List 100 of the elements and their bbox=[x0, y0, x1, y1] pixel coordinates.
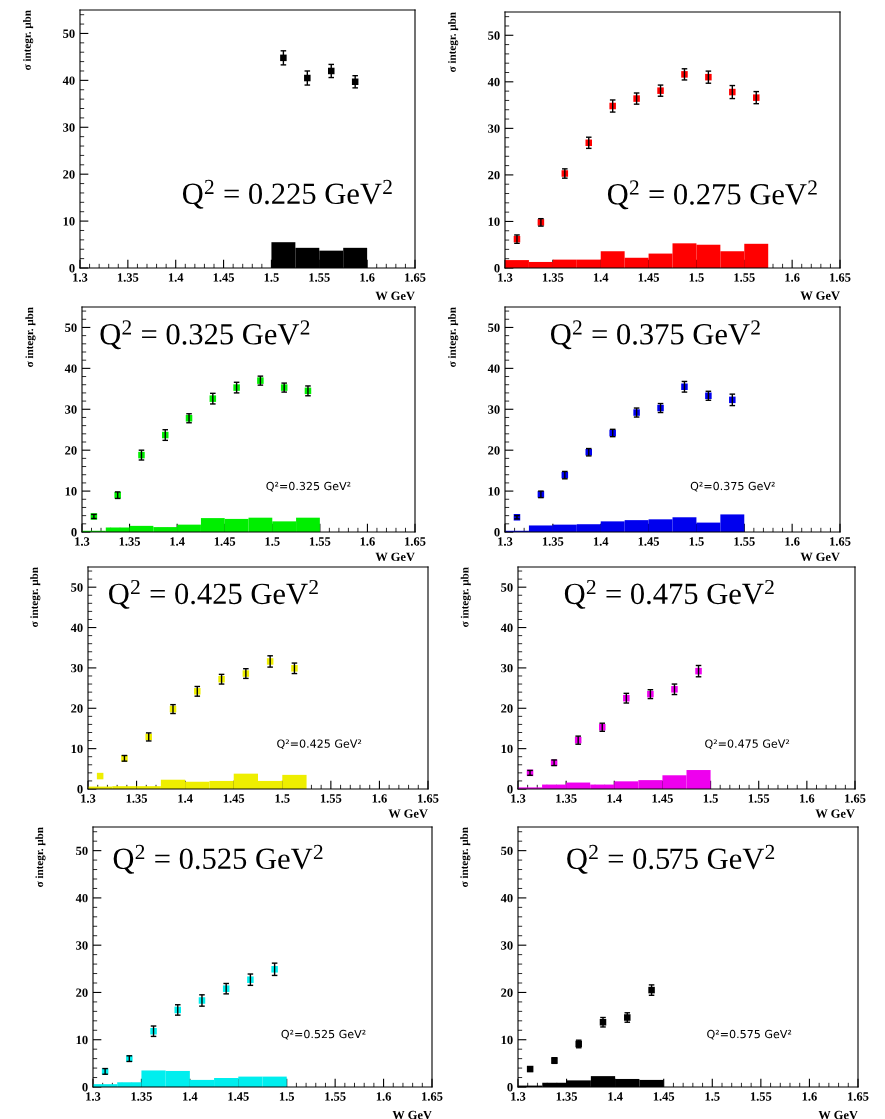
y-tick-label: 50 bbox=[501, 583, 513, 592]
x-tick-label: 1.5 bbox=[264, 273, 279, 282]
x-tick-label: 1.55 bbox=[748, 794, 770, 803]
x-axis-title: W GeV bbox=[800, 552, 840, 562]
text: Q$^{2}$ = 0.575 GeV$^{2}$ bbox=[567, 844, 775, 874]
x-tick-label: 1.65 bbox=[405, 273, 426, 282]
x-tick-label: 1.3 bbox=[498, 537, 513, 546]
x-tick-label: 1.45 bbox=[653, 1092, 675, 1101]
y-axis-title: σ integr. μbn bbox=[460, 567, 471, 627]
x-tick-label: 1.45 bbox=[638, 273, 660, 282]
x-axis-title: W GeV bbox=[392, 1110, 432, 1119]
x-tick-label: 1.65 bbox=[422, 1092, 443, 1101]
x-tick-label: 1.35 bbox=[126, 794, 148, 803]
chart-title: Q$^{2}$ = 0.475 GeV$^{2}$ bbox=[564, 579, 774, 609]
x-tick-label: 1.5 bbox=[279, 1092, 295, 1101]
y-tick-label: 20 bbox=[488, 446, 500, 455]
y-tick-label: 10 bbox=[501, 1035, 513, 1045]
annotation: Q²=0.425 GeV² bbox=[277, 739, 362, 750]
y-tick-label: 30 bbox=[71, 663, 83, 673]
x-tick-label: 1.6 bbox=[360, 273, 375, 282]
y-tick-label: 20 bbox=[501, 988, 513, 997]
x-tick-label: 1.6 bbox=[785, 273, 800, 282]
y-tick-label: 0 bbox=[82, 1083, 88, 1092]
x-axis-title: W GeV bbox=[388, 809, 428, 818]
x-tick-label: 1.45 bbox=[213, 273, 235, 282]
annotation: Q²=0.525 GeV² bbox=[281, 1029, 366, 1040]
chart-title: Q$^{2}$ = 0.375 GeV$^{2}$ bbox=[550, 320, 760, 350]
annotation: Q²=0.375 GeV² bbox=[690, 481, 775, 492]
x-tick-label: 1.65 bbox=[830, 273, 851, 282]
x-tick-label: 1.4 bbox=[168, 273, 184, 282]
y-axis-title: σ integr. μbn bbox=[35, 827, 46, 887]
x-tick-label: 1.55 bbox=[309, 273, 330, 282]
y-tick-label: 10 bbox=[76, 1035, 88, 1045]
x-tick-label: 1.3 bbox=[511, 1092, 526, 1101]
y-tick-label: 40 bbox=[500, 623, 513, 633]
y-tick-label: 40 bbox=[62, 76, 75, 85]
y-tick-label: 50 bbox=[488, 31, 500, 40]
x-tick-label: 1.6 bbox=[802, 1092, 817, 1101]
y-tick-label: 20 bbox=[76, 988, 88, 997]
x-tick-label: 1.65 bbox=[848, 1092, 869, 1101]
x-tick-label: 1.5 bbox=[275, 794, 290, 803]
annotation: Q²=0.475 GeV² bbox=[705, 739, 790, 750]
x-tick-label: 1.3 bbox=[81, 794, 96, 803]
x-tick-label: 1.3 bbox=[511, 794, 526, 803]
x-tick-label: 1.3 bbox=[73, 273, 88, 282]
y-tick-label: 30 bbox=[65, 405, 77, 414]
x-tick-label: 1.55 bbox=[750, 1092, 772, 1101]
x-tick-label: 1.3 bbox=[498, 273, 513, 282]
text: Q$^{2}$ = 0.225 GeV$^{2}$ bbox=[182, 179, 392, 209]
x-tick-label: 1.45 bbox=[638, 537, 660, 546]
y-tick-label: 50 bbox=[63, 29, 75, 38]
y-tick-label: 30 bbox=[501, 663, 513, 673]
y-axis-title: σ integr. μbn bbox=[448, 307, 459, 367]
y-tick-label: 30 bbox=[76, 941, 88, 950]
y-tick-label: 30 bbox=[501, 941, 513, 950]
x-tick-label: 1.3 bbox=[75, 537, 90, 546]
x-tick-label: 1.65 bbox=[845, 794, 866, 803]
x-axis-title: W GeV bbox=[375, 291, 415, 301]
chart-title: Q$^{2}$ = 0.325 GeV$^{2}$ bbox=[100, 320, 310, 350]
y-tick-label: 50 bbox=[65, 323, 77, 332]
y-tick-label: 0 bbox=[494, 528, 500, 537]
y-tick-label: 0 bbox=[507, 1083, 513, 1092]
x-tick-label: 1.5 bbox=[265, 537, 280, 546]
y-tick-label: 30 bbox=[488, 405, 500, 414]
y-tick-label: 40 bbox=[500, 893, 513, 903]
y-tick-label: 10 bbox=[63, 217, 75, 226]
text: Q$^{2}$ = 0.275 GeV$^{2}$ bbox=[607, 180, 817, 210]
x-tick-label: 1.55 bbox=[734, 537, 755, 546]
x-tick-label: 1.4 bbox=[593, 273, 609, 282]
x-tick-label: 1.55 bbox=[734, 273, 755, 282]
chart-title: Q$^{2}$ = 0.425 GeV$^{2}$ bbox=[109, 579, 318, 609]
y-tick-label: 0 bbox=[507, 785, 513, 794]
y-tick-label: 50 bbox=[501, 846, 513, 856]
x-axis-title: W GeV bbox=[818, 1110, 858, 1119]
y-tick-label: 40 bbox=[64, 364, 77, 373]
x-tick-label: 1.65 bbox=[418, 794, 439, 803]
y-tick-label: 50 bbox=[71, 583, 83, 592]
annotation: Q²=0.575 GeV² bbox=[707, 1029, 792, 1040]
x-tick-label: 1.4 bbox=[178, 794, 193, 803]
x-tick-label: 1.45 bbox=[214, 537, 236, 546]
x-tick-label: 1.35 bbox=[556, 794, 577, 803]
x-tick-label: 1.4 bbox=[593, 537, 609, 546]
x-tick-label: 1.4 bbox=[607, 794, 622, 803]
x-tick-label: 1.5 bbox=[705, 1092, 720, 1101]
y-tick-label: 0 bbox=[494, 264, 500, 273]
x-tick-label: 1.3 bbox=[86, 1092, 101, 1101]
x-tick-label: 1.4 bbox=[183, 1092, 198, 1101]
x-tick-label: 1.45 bbox=[223, 794, 245, 803]
y-tick-label: 20 bbox=[65, 446, 77, 455]
x-tick-label: 1.5 bbox=[703, 794, 718, 803]
y-tick-label: 20 bbox=[501, 704, 513, 713]
x-tick-label: 1.45 bbox=[652, 794, 673, 803]
x-axis-title: W GeV bbox=[800, 291, 840, 300]
x-tick-label: 1.65 bbox=[830, 537, 851, 546]
x-tick-label: 1.6 bbox=[800, 794, 815, 803]
x-tick-label: 1.65 bbox=[405, 537, 426, 546]
x-tick-label: 1.6 bbox=[360, 537, 375, 546]
y-tick-label: 50 bbox=[488, 323, 500, 332]
x-tick-label: 1.35 bbox=[556, 1092, 578, 1101]
x-tick-label: 1.55 bbox=[320, 794, 342, 803]
